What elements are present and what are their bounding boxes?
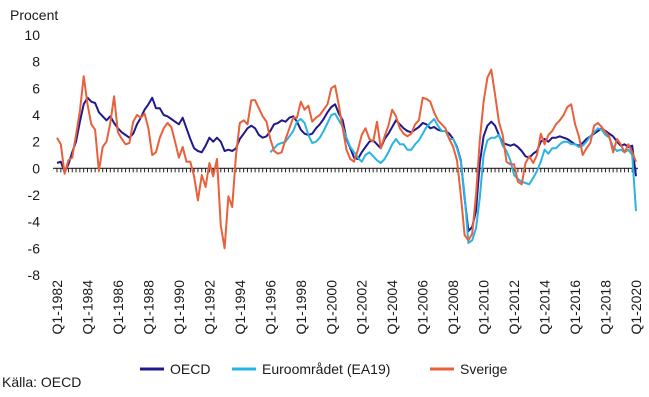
legend-label: Sverige bbox=[460, 361, 508, 377]
series-line bbox=[56, 96, 637, 232]
y-tick-label: 0 bbox=[32, 160, 40, 176]
series-line bbox=[56, 68, 637, 250]
x-tick-label: Q1-2010 bbox=[476, 280, 492, 335]
y-tick-label: 8 bbox=[32, 54, 40, 70]
x-tick-label: Q1-2020 bbox=[628, 280, 644, 335]
x-tick-label: Q1-2008 bbox=[445, 280, 461, 335]
x-tick-label: Q1-1998 bbox=[293, 280, 309, 335]
x-tick-label: Q1-2012 bbox=[506, 280, 522, 335]
x-tick-label: Q1-1986 bbox=[110, 280, 126, 335]
series-line bbox=[269, 112, 637, 244]
x-tick-label: Q1-1982 bbox=[49, 280, 65, 335]
x-tick-label: Q1-1996 bbox=[262, 280, 278, 335]
y-tick-label: 10 bbox=[24, 27, 40, 43]
x-tick-label: Q1-1992 bbox=[201, 280, 217, 335]
legend-label: Euroområdet (EA19) bbox=[262, 361, 390, 377]
y-tick-label: -8 bbox=[28, 267, 41, 283]
x-tick-label: Q1-1988 bbox=[140, 280, 156, 335]
legend-label: OECD bbox=[170, 361, 210, 377]
y-tick-label: -4 bbox=[28, 214, 41, 230]
x-tick-label: Q1-1990 bbox=[171, 280, 187, 335]
x-tick-label: Q1-2018 bbox=[598, 280, 614, 335]
y-tick-label: -6 bbox=[28, 240, 41, 256]
x-tick-label: Q1-1984 bbox=[79, 280, 95, 335]
x-tick-label: Q1-1994 bbox=[232, 280, 248, 335]
x-tick-label: Q1-2006 bbox=[415, 280, 431, 335]
x-tick-label: Q1-2014 bbox=[537, 280, 553, 335]
y-axis-label: Procent bbox=[10, 7, 58, 23]
source: Källa: OECD bbox=[2, 374, 81, 390]
y-tick-label: 4 bbox=[32, 107, 40, 123]
x-tick-label: Q1-2002 bbox=[354, 280, 370, 335]
x-tick-label: Q1-2004 bbox=[384, 280, 400, 335]
y-tick-label: -2 bbox=[28, 187, 41, 203]
x-tick-label: Q1-2016 bbox=[567, 280, 583, 335]
y-tick-label: 2 bbox=[32, 134, 40, 150]
y-tick-label: 6 bbox=[32, 80, 40, 96]
x-tick-label: Q1-2000 bbox=[323, 280, 339, 335]
